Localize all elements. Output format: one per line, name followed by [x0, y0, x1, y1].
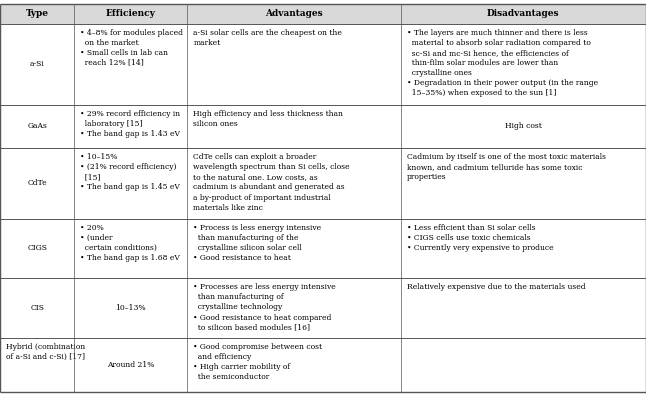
- Text: Disadvantages: Disadvantages: [487, 9, 559, 18]
- Text: • Good compromise between cost
  and efficiency
• High carrier mobility of
  the: • Good compromise between cost and effic…: [193, 343, 322, 381]
- Bar: [0, 338, 646, 392]
- Text: 10–13%: 10–13%: [116, 304, 146, 312]
- Text: CdTe cells can exploit a broader
wavelength spectrum than Si cells, close
to the: CdTe cells can exploit a broader wavelen…: [193, 153, 350, 211]
- Text: High cost: High cost: [505, 122, 542, 130]
- Text: a-Si: a-Si: [30, 60, 45, 68]
- Text: CIS: CIS: [30, 304, 44, 312]
- Bar: [0, 4, 646, 23]
- Bar: [0, 219, 646, 278]
- Text: • Less efficient than Si solar cells
• CIGS cells use toxic chemicals
• Currentl: • Less efficient than Si solar cells • C…: [406, 224, 553, 252]
- Text: GaAs: GaAs: [27, 122, 47, 130]
- Text: • 4–8% for modules placed
  on the market
• Small cells in lab can
  reach 12% [: • 4–8% for modules placed on the market …: [80, 29, 183, 67]
- Bar: [0, 23, 646, 105]
- Bar: [0, 278, 646, 338]
- Text: Advantages: Advantages: [265, 9, 323, 18]
- Text: a-Si solar cells are the cheapest on the
market: a-Si solar cells are the cheapest on the…: [193, 29, 342, 47]
- Text: Hybrid (combination
of a-Si and c-Si) [17]: Hybrid (combination of a-Si and c-Si) [1…: [6, 343, 85, 361]
- Text: Around 21%: Around 21%: [107, 361, 154, 369]
- Text: Relatively expensive due to the materials used: Relatively expensive due to the material…: [406, 283, 585, 291]
- Text: • 20%
• (under
  certain conditions)
• The band gap is 1.68 eV: • 20% • (under certain conditions) • The…: [80, 224, 180, 262]
- Text: Efficiency: Efficiency: [106, 9, 156, 18]
- Text: CIGS: CIGS: [27, 244, 47, 252]
- Text: • Process is less energy intensive
  than manufacturing of the
  crystalline sil: • Process is less energy intensive than …: [193, 224, 322, 262]
- Text: Type: Type: [26, 9, 48, 18]
- Text: • 10–15%
• (21% record efficiency)
  [15]
• The band gap is 1.45 eV: • 10–15% • (21% record efficiency) [15] …: [80, 153, 180, 191]
- Text: High efficiency and less thickness than
silicon ones: High efficiency and less thickness than …: [193, 110, 343, 128]
- Bar: [0, 105, 646, 148]
- Text: • 29% record efficiency in
  laboratory [15]
• The band gap is 1.43 eV: • 29% record efficiency in laboratory [1…: [80, 110, 180, 138]
- Text: • The layers are much thinner and there is less
  material to absorb solar radia: • The layers are much thinner and there …: [406, 29, 598, 97]
- Text: CdTe: CdTe: [27, 179, 47, 187]
- Bar: [0, 148, 646, 219]
- Text: Cadmium by itself is one of the most toxic materials
known, and cadmium tellurid: Cadmium by itself is one of the most tox…: [406, 153, 605, 181]
- Text: • Processes are less energy intensive
  than manufacturing of
  crystalline tech: • Processes are less energy intensive th…: [193, 283, 336, 331]
